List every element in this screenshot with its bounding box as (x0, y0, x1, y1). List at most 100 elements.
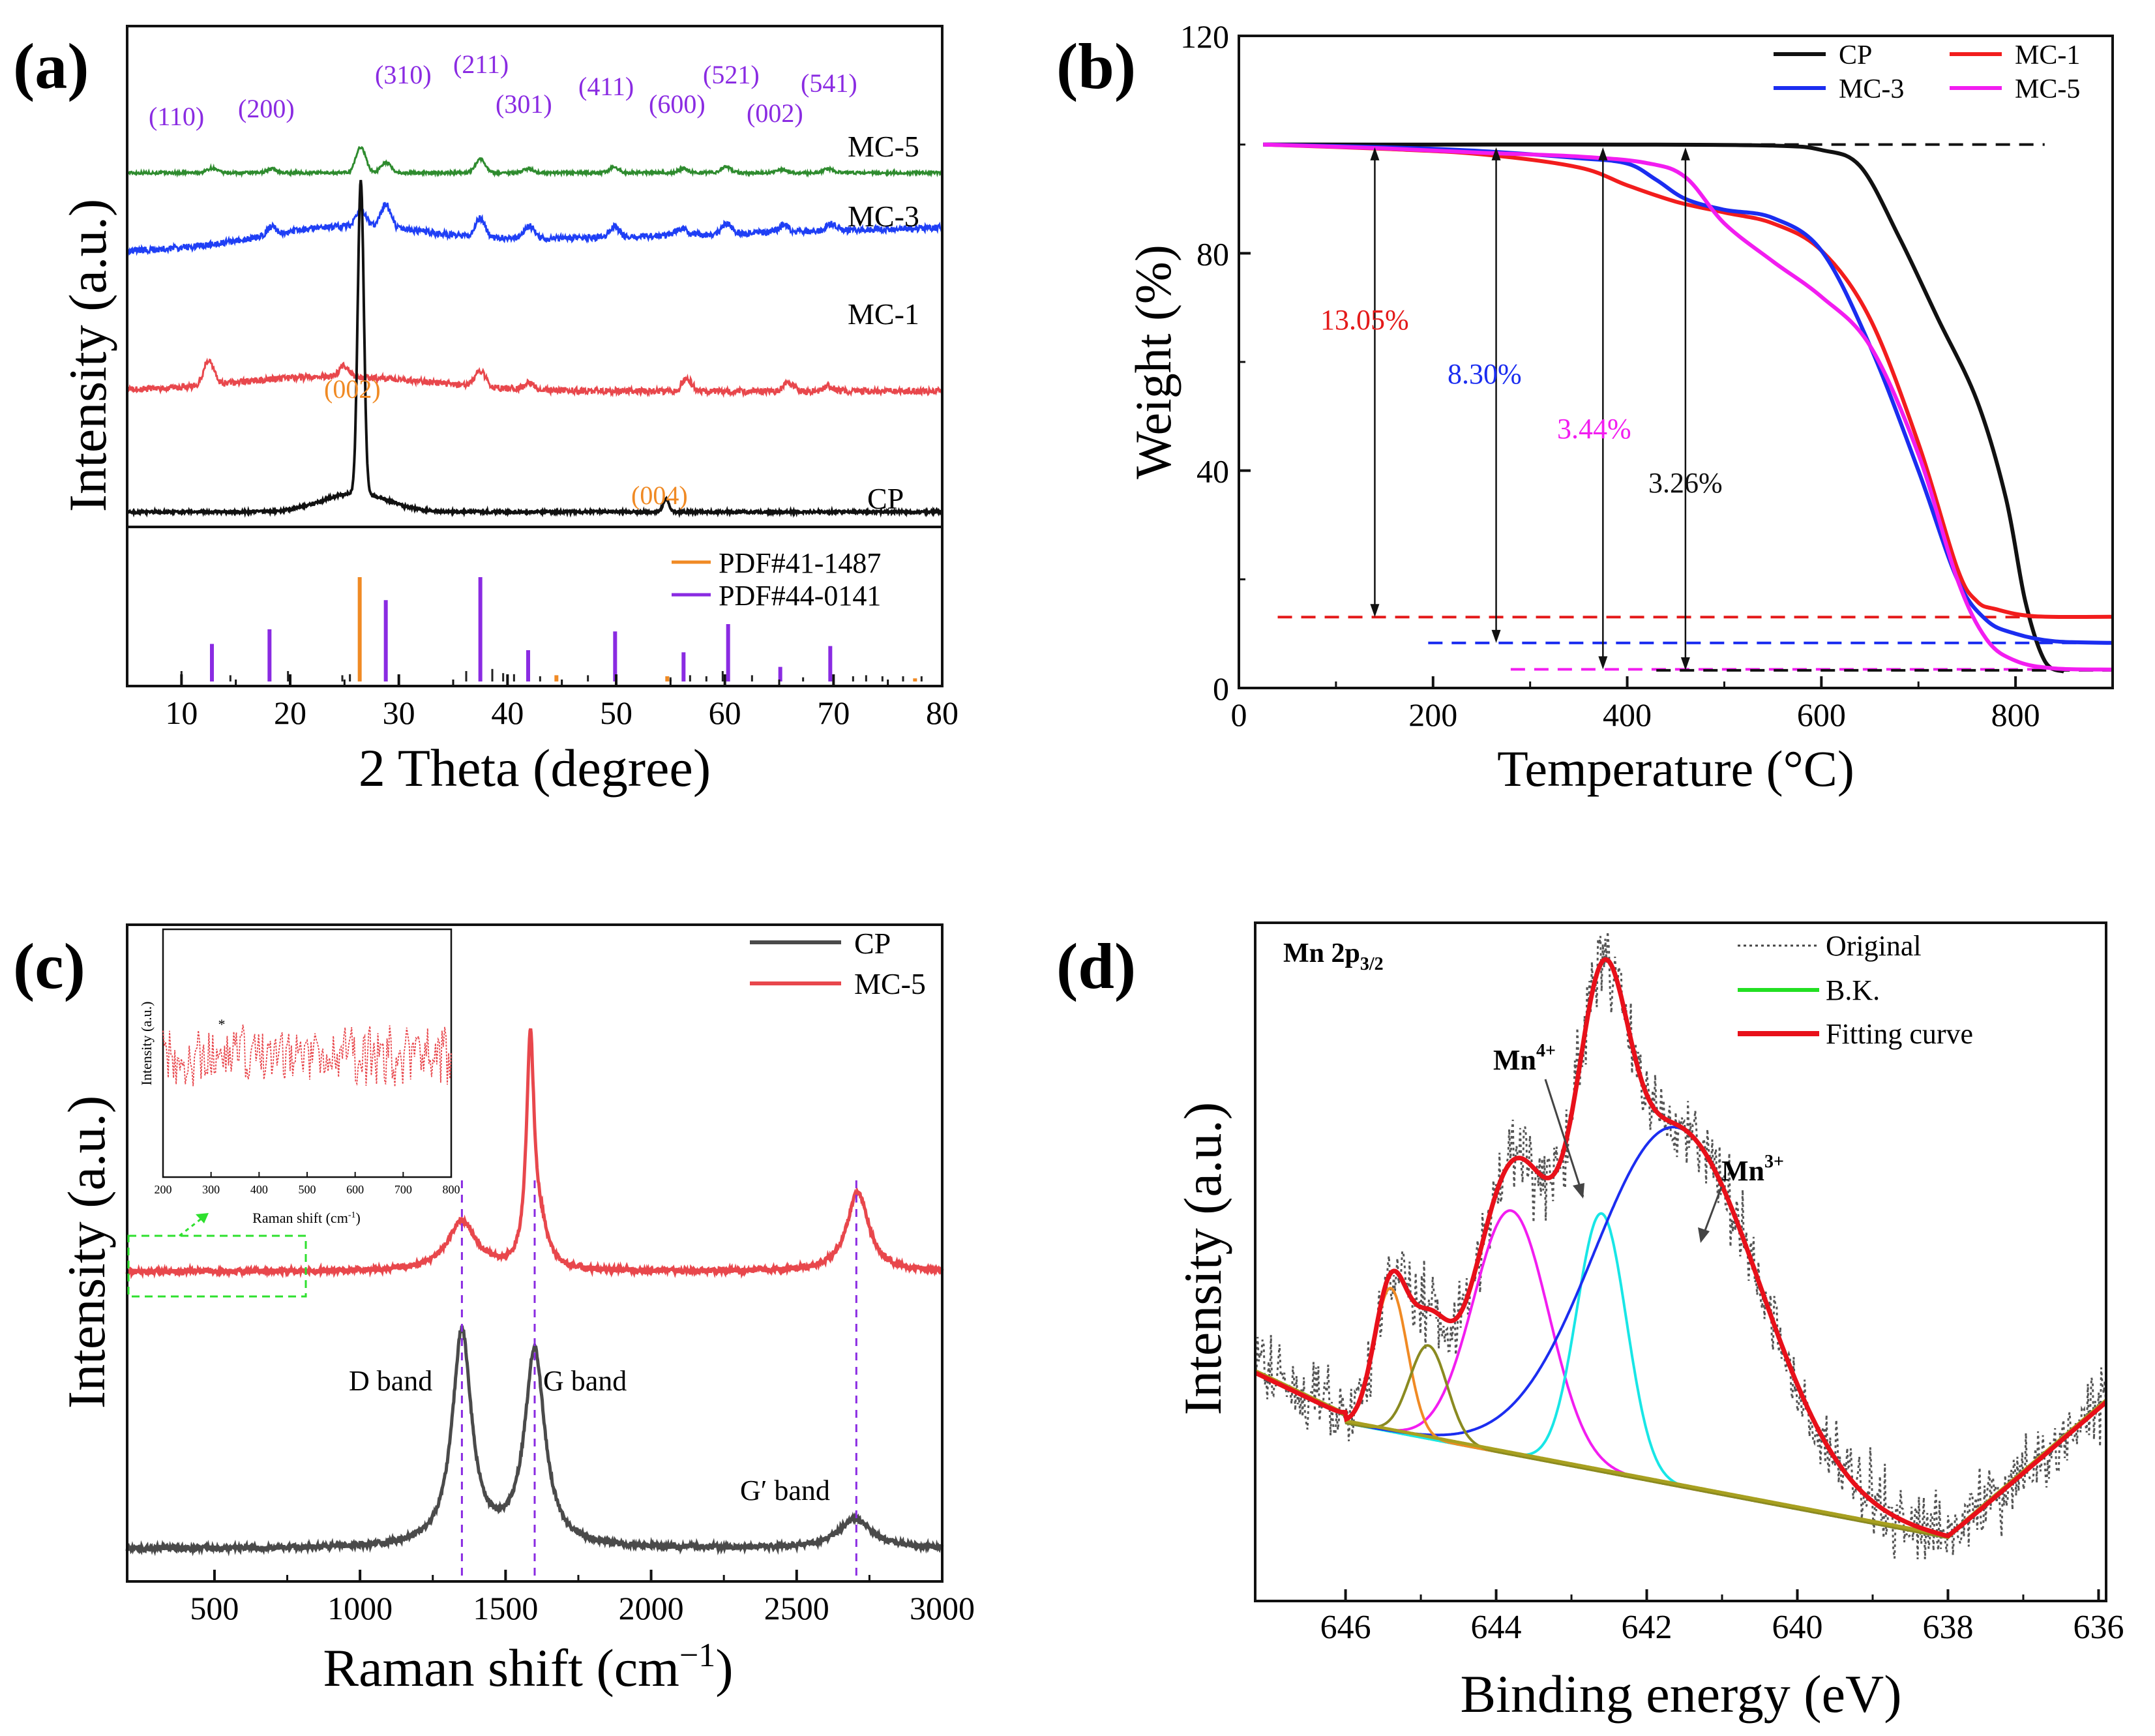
original-curve (1254, 931, 2107, 1560)
panel-label: (c) (13, 930, 85, 1002)
legend-entry: MC-5 (2015, 74, 2080, 104)
annotation-8: 8.30% (1448, 358, 1522, 390)
legend-entry: PDF#44-0141 (719, 580, 881, 612)
arrow-head (1598, 656, 1608, 670)
series-group (126, 145, 944, 518)
ion-arrow-head (1698, 1227, 1710, 1243)
series-group (1263, 142, 2113, 674)
x-tick-label: 60 (709, 695, 741, 731)
series-line (1263, 142, 2066, 674)
panel-label: (d) (1056, 930, 1136, 1002)
x-axis-label: 2 Theta (degree) (359, 738, 711, 798)
plot-frame (1254, 921, 2107, 1602)
y-tick-label: 40 (1196, 453, 1229, 490)
x-tick-label: 70 (817, 695, 850, 731)
peak-label: (301) (496, 89, 552, 119)
x-axis-label: Binding energy (eV) (1460, 1664, 1901, 1724)
x-tick-label: 636 (2073, 1609, 2124, 1646)
peak-label: (110) (149, 102, 204, 131)
inset-chart: 200 300 400 500 600 700 800 Raman shift (cm-1)… (138, 928, 460, 1226)
inset-x-tick-label: 600 (346, 1183, 364, 1196)
x-tick-label: 400 (1603, 696, 1652, 733)
panel-d: (d) 646 644 642 640 638 636 Binding energy (e… (1056, 921, 2124, 1724)
y-axis-label: Intensity (a.u.) (58, 199, 117, 512)
inset-x-tick-label: 200 (155, 1183, 172, 1196)
band-label-d: D band (349, 1365, 432, 1397)
plot-frame (126, 923, 944, 1583)
peak-label: (004) (631, 481, 688, 510)
annotations: MC-5 MC-3 MC-1 CP (110) (200) (310) (211… (149, 50, 919, 515)
annotation-3-26: 3.26% (1648, 467, 1723, 499)
x-tick-label: 200 (1408, 696, 1457, 733)
peak-label: (310) (375, 60, 432, 89)
curve-label-mc1: MC-1 (848, 297, 919, 331)
legend: CP MC-1 MC-3 MC-5 (1774, 40, 2080, 104)
legend-entry: Original (1826, 930, 1922, 962)
x-tick-label: 2000 (619, 1590, 684, 1626)
inset-x-tick-label: 800 (443, 1183, 460, 1196)
series-line (125, 1028, 944, 1280)
band-label-g: G band (543, 1365, 627, 1397)
legend-entry: MC-3 (1839, 74, 1904, 104)
x-tick-label: 500 (190, 1590, 239, 1626)
inset-zoom-box (127, 1235, 307, 1298)
y-tick-label: 120 (1180, 18, 1229, 55)
x-tick-label: 80 (926, 695, 959, 731)
panel-label: (a) (13, 30, 89, 102)
plot-frame (126, 25, 944, 687)
inset-pointer (179, 1212, 209, 1237)
inset-pointer-head (196, 1213, 209, 1223)
annotation-3-44: 3.44% (1557, 413, 1631, 445)
chart-title: Mn 2p3/2 (1283, 938, 1384, 974)
inset-series (162, 1025, 452, 1087)
x-tick-label: 642 (1622, 1609, 1672, 1646)
panel-label: (b) (1056, 30, 1136, 102)
y-axis-label: Weight (%) (1125, 245, 1182, 479)
arrows (1370, 147, 1690, 670)
legend: Original B.K. Fitting curve (1738, 930, 1973, 1050)
peak-label: (002) (324, 374, 381, 404)
inset-x-axis: 200 300 400 500 600 700 800 (155, 1172, 460, 1196)
legend-entry: CP (854, 927, 891, 960)
inset-frame (162, 928, 453, 1178)
inset-x-label: Raman shift (cm-1) (252, 1210, 361, 1226)
legend-entry: MC-1 (2015, 40, 2080, 70)
curve-label-cp: CP (867, 482, 904, 515)
x-tick-label: 3000 (910, 1590, 975, 1626)
x-axis-label: Temperature (°C) (1497, 740, 1854, 797)
panel-b: (b) 0 200 400 600 800 0 40 80 120 Temperature (°… (1056, 18, 2114, 797)
y-tick-label: 80 (1196, 235, 1229, 272)
inset-x-tick-label: 400 (250, 1183, 268, 1196)
ion-arrow-head (1573, 1183, 1584, 1199)
arrow-head (1370, 147, 1380, 160)
arrow-head (1491, 147, 1501, 160)
x-tick-label: 600 (1797, 696, 1846, 733)
series-line (1263, 142, 2113, 672)
inset-x-tick-label: 500 (299, 1183, 316, 1196)
x-axis-label: Raman shift (cm−1) (323, 1637, 733, 1698)
y-axis-label: Intensity (a.u.) (57, 1096, 116, 1409)
axes: 0 200 400 600 800 0 40 80 120 (1180, 18, 2040, 733)
series-line (126, 145, 943, 178)
arrow-head (1680, 147, 1690, 160)
x-tick-label: 0 (1231, 696, 1247, 733)
fitting-curve (1254, 957, 2108, 1539)
x-tick-label: 640 (1772, 1609, 1823, 1646)
series-line (126, 179, 944, 518)
residual-lines (1268, 143, 2113, 672)
x-tick-label: 644 (1471, 1609, 1522, 1646)
peak-label: (200) (238, 94, 295, 123)
series-line (1263, 142, 2113, 645)
x-tick-label: 40 (491, 695, 524, 731)
x-tick-label: 638 (1922, 1609, 1973, 1646)
peak-label: (521) (703, 60, 760, 89)
panel-c: (c) 500 1000 1500 2000 2500 3000 Raman shift … (13, 923, 975, 1698)
inset-y-label: Intensity (a.u.) (138, 1002, 155, 1086)
band-lines (460, 1180, 857, 1579)
legend: CP MC-5 (750, 927, 926, 1000)
peak-label: (411) (578, 72, 634, 101)
peak-label: (600) (649, 89, 706, 119)
legend: PDF#41-1487 PDF#44-0141 (672, 547, 881, 612)
ion-label-mn4: Mn4+ (1493, 1041, 1556, 1076)
